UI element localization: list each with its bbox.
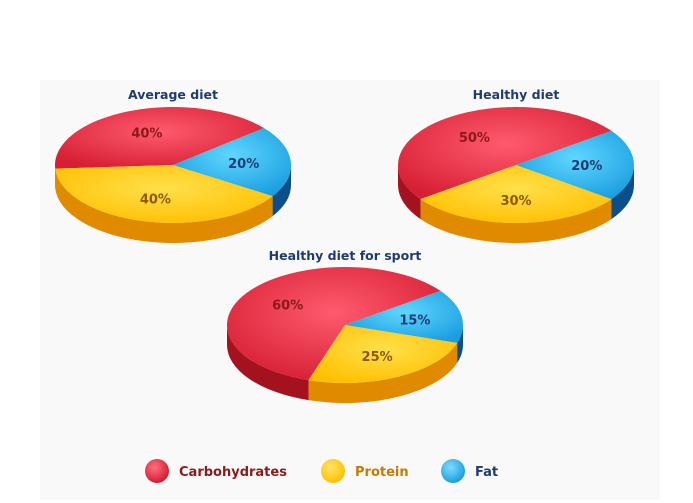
chart-title: Average diet xyxy=(128,87,218,102)
slice-side-fat xyxy=(611,165,634,220)
legend-label-carbohydrates: Carbohydrates xyxy=(179,465,287,480)
pie-slice-protein xyxy=(55,165,273,224)
slice-label-protein: 30% xyxy=(500,194,531,209)
pie-slice-fat xyxy=(173,128,291,197)
legend-label-protein: Protein xyxy=(355,465,409,480)
pie-slice-carbohydrates xyxy=(398,107,612,200)
legend-item-fat: Fat xyxy=(441,459,498,483)
chart-title: Healthy diet for sport xyxy=(269,248,422,263)
pie-chart-3: Healthy diet for sport 60% 25% 15% xyxy=(227,248,463,404)
legend-item-carbohydrates: Carbohydrates xyxy=(145,459,287,483)
pie-slice-carbohydrates xyxy=(55,107,264,169)
pie-slice-fat xyxy=(345,290,463,343)
legend-swatch-protein xyxy=(321,459,345,483)
legend-item-protein: Protein xyxy=(321,459,409,483)
slice-label-fat: 20% xyxy=(571,159,602,174)
pie-slice-protein xyxy=(420,165,612,223)
legend-swatch-fat xyxy=(441,459,465,483)
slice-side-carbohydrates xyxy=(398,165,421,220)
slice-label-protein: 40% xyxy=(140,193,171,208)
slice-label-protein: 25% xyxy=(362,350,393,365)
slice-side-fat xyxy=(457,325,463,363)
pie-slice-fat xyxy=(516,130,634,200)
legend-label-fat: Fat xyxy=(475,465,498,480)
slice-side-fat xyxy=(272,165,291,217)
slice-side-protein xyxy=(55,168,273,244)
slice-label-carbohydrates: 40% xyxy=(131,127,162,142)
slice-label-carbohydrates: 60% xyxy=(272,299,303,314)
chart-title: Healthy diet xyxy=(473,87,560,102)
slice-side-protein xyxy=(420,199,612,244)
legend-swatch-carbohydrates xyxy=(145,459,169,483)
pie-chart-1: Average diet 40% 40% 20% xyxy=(55,87,291,244)
slice-label-fat: 15% xyxy=(399,314,430,329)
pie-slice-carbohydrates xyxy=(227,267,441,381)
pie-chart-2: Healthy diet 50% 30% 20% xyxy=(398,87,634,244)
slice-side-protein xyxy=(308,342,458,404)
slice-label-fat: 20% xyxy=(228,157,259,172)
pie-slice-protein xyxy=(308,325,458,384)
slice-side-carbohydrates xyxy=(227,325,309,401)
slice-label-carbohydrates: 50% xyxy=(459,131,490,146)
legend: Carbohydrates Protein Fat xyxy=(145,459,498,483)
